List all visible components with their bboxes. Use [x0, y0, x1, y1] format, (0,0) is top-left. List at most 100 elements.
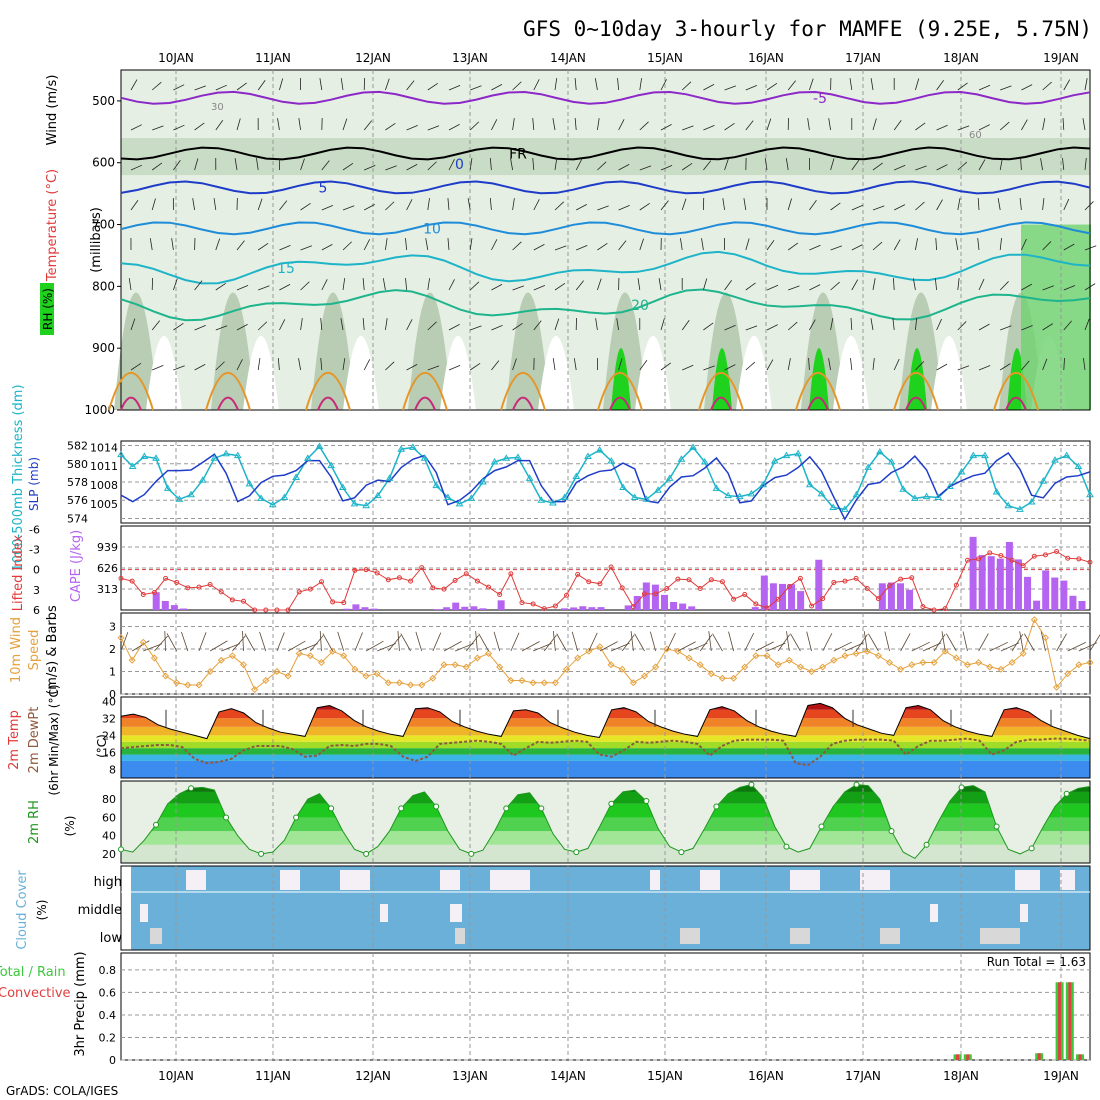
clear-sky-block: [930, 904, 938, 922]
top-date-label: 10JAN: [158, 51, 194, 65]
lifted-index-point: [1009, 557, 1015, 563]
cloud-level-label: middle: [78, 903, 122, 918]
wind-barb: [300, 281, 310, 291]
cape-bar: [352, 604, 360, 610]
wind-barb: [556, 633, 567, 652]
lifted-index-point: [252, 607, 258, 613]
temperature-axis-label: Temperature (°C): [45, 169, 60, 282]
wind-barb: [151, 320, 160, 331]
wind-speed-point: [162, 672, 170, 680]
lifted-index-point: [241, 598, 247, 604]
wind-speed-point: [395, 679, 403, 687]
lifted-index-point: [163, 575, 169, 581]
wind-barb: [849, 78, 853, 91]
rh-axis-label: RH (%): [41, 288, 55, 330]
lifted-index-axis-label: Lifted Index: [11, 534, 26, 611]
run-total-label: Run Total = 1.63: [987, 955, 1086, 969]
wind-speed-point: [897, 665, 905, 673]
cape-bar: [361, 607, 369, 610]
wind-barb: [397, 631, 400, 652]
lifted-index-point: [753, 601, 759, 607]
contour-label: 5: [319, 180, 328, 196]
wind-barb: [1063, 79, 1071, 91]
lifted-index-point: [964, 557, 970, 563]
wind-barb: [977, 198, 980, 211]
wind-barb: [1089, 634, 1100, 652]
thickness-point: [840, 505, 849, 512]
wind-barb: [362, 318, 365, 331]
contour-label: 10: [423, 221, 441, 237]
lifted-index-point: [976, 556, 982, 562]
wind-barb: [575, 159, 583, 171]
wind-barb: [554, 201, 565, 211]
wind-barb: [342, 205, 355, 211]
wind-speed-point: [707, 670, 715, 678]
wind-speed-point: [640, 672, 649, 680]
wind-barb: [406, 125, 418, 131]
wind-barb: [936, 363, 948, 371]
wind-barb: [618, 358, 623, 371]
wind-barb: [724, 85, 736, 91]
wind-barb: [470, 85, 482, 91]
dry-column: [635, 335, 671, 410]
lifted-index-point: [118, 575, 124, 581]
wind-barb: [597, 205, 609, 211]
wind-barb: [400, 633, 411, 652]
thickness-point: [502, 454, 511, 461]
cape-bar: [887, 582, 895, 610]
warm-contour: [993, 372, 1039, 411]
wind-barb: [1021, 119, 1028, 131]
thickness-point: [420, 454, 429, 461]
wind-barb: [743, 198, 747, 211]
bottom-date-label: 16JAN: [748, 1069, 784, 1083]
thickness-point: [1039, 477, 1048, 484]
wind-barb: [788, 285, 800, 291]
wind-barb: [872, 118, 877, 131]
wind-barb: [1083, 358, 1086, 371]
wind-barb: [257, 198, 263, 211]
wind-speed-point: [551, 679, 559, 687]
wind-barb: [554, 78, 558, 91]
pressure-tick-label: 700: [92, 218, 115, 232]
wind-barb: [830, 158, 835, 171]
lifted-index-point: [274, 607, 280, 613]
thickness-point: [619, 483, 627, 490]
lifted-index-point: [853, 575, 859, 581]
wind-barb: [510, 158, 513, 171]
wind-speed-point: [485, 649, 493, 658]
wind-barb: [850, 318, 853, 331]
cape-bar: [1051, 577, 1059, 610]
saturated-region: [1021, 224, 1091, 410]
wind-barb: [1042, 358, 1048, 371]
lifted-index-point: [352, 567, 358, 573]
wind-barb: [320, 358, 323, 371]
wind-barb: [300, 203, 311, 211]
wind-barb: [724, 280, 732, 291]
credit-label: GrADS: COLA/IGES: [6, 1084, 118, 1098]
wind-barb: [872, 205, 885, 211]
warm-contour: [402, 372, 448, 411]
wind-barb: [588, 632, 598, 652]
hot-contour: [414, 396, 436, 411]
lifted-index-point: [296, 589, 302, 595]
precip-convective-bar: [956, 1054, 960, 1060]
wind-speed-point: [451, 661, 459, 669]
wind-barb: [936, 199, 943, 211]
wind-speed-point: [1041, 634, 1049, 642]
thickness-point: [677, 455, 686, 462]
lifted-index-point: [597, 581, 603, 587]
panel-frame: [120, 696, 1091, 779]
wind-speed-point: [262, 676, 270, 685]
lifted-index-point: [508, 571, 514, 577]
thickness-point: [607, 457, 616, 464]
cape-bar: [996, 558, 1004, 610]
wind-speed-point: [841, 652, 849, 660]
wind-barb: [415, 631, 423, 652]
wind-speed-point: [251, 685, 259, 694]
lifted-index-tick-label: -6: [29, 523, 40, 536]
wind-barb: [957, 82, 968, 91]
temperature-contour: [120, 90, 1091, 105]
wind-barb: [257, 80, 266, 91]
wind-barb: [900, 633, 911, 652]
lifted-index-point: [519, 600, 525, 606]
